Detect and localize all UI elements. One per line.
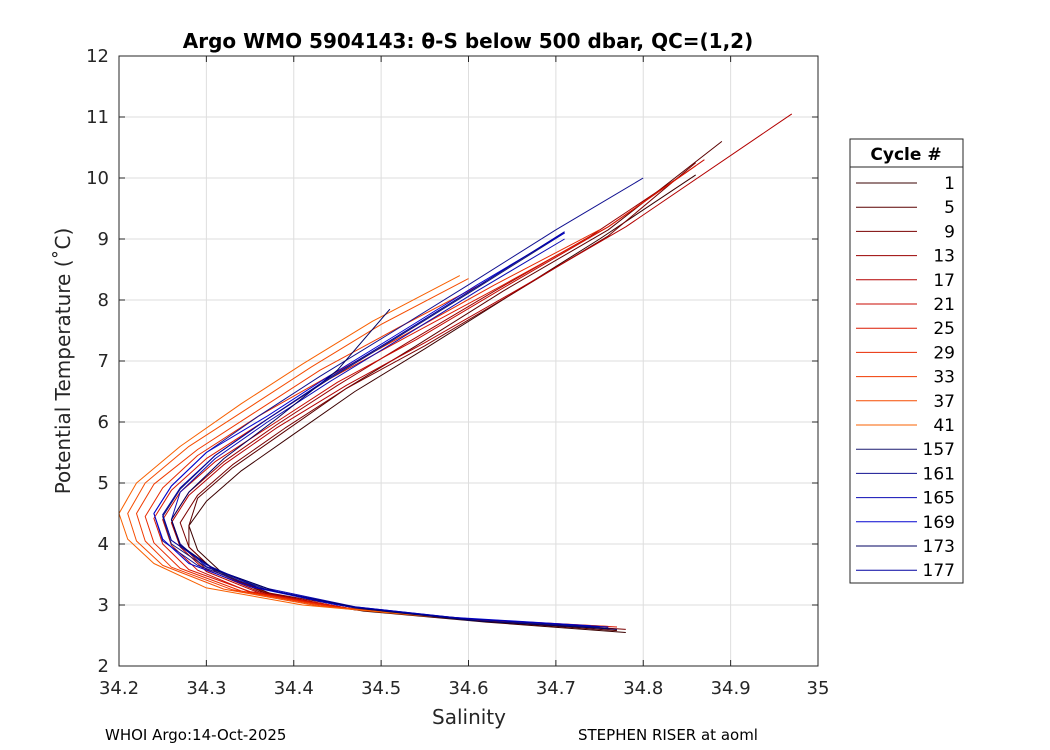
legend-entry-label: 37: [933, 392, 955, 412]
y-axis-label: Potential Temperature (˚C): [51, 228, 75, 495]
y-tick-label: 5: [98, 473, 109, 494]
x-tick-label: 34.5: [361, 678, 401, 699]
legend-entry-label: 41: [933, 416, 955, 436]
legend-entry-label: 33: [933, 368, 955, 388]
legend-entry-label: 173: [923, 537, 955, 557]
series-line-cycle-173: [170, 308, 618, 630]
y-tick-label: 4: [98, 534, 109, 555]
x-axis-ticks: 34.2 34.3 34.4 34.5 34.6 34.7 34.8 34.9 35: [99, 56, 829, 699]
y-tick-label: 11: [86, 107, 109, 128]
legend-entry-label: 9: [944, 222, 955, 242]
legend-entry-label: 177: [923, 561, 955, 581]
y-tick-label: 9: [98, 229, 109, 250]
x-axis-label: Salinity: [432, 705, 506, 729]
y-tick-label: 10: [86, 168, 109, 189]
legend-entry-label: 21: [933, 295, 955, 315]
legend-entry-label: 1: [944, 174, 955, 194]
legend: Cycle # 15913172125293337411571611651691…: [849, 138, 964, 584]
x-tick-label: 34.6: [448, 678, 488, 699]
legend-box: [849, 138, 964, 584]
legend-entry-label: 161: [923, 464, 955, 484]
x-tick-label: 34.3: [186, 678, 226, 699]
x-tick-label: 35: [807, 678, 830, 699]
series-line-cycle-25: [153, 165, 696, 628]
legend-entry-label: 17: [933, 271, 955, 291]
legend-title: Cycle #: [870, 145, 941, 165]
y-tick-label: 8: [98, 290, 109, 311]
legend-entry-label: 157: [923, 440, 955, 460]
series-layer: [118, 113, 793, 633]
y-tick-label: 7: [98, 351, 109, 372]
legend-entry-label: 29: [933, 343, 955, 363]
x-tick-label: 34.9: [711, 678, 751, 699]
y-tick-label: 6: [98, 412, 109, 433]
legend-entry-label: 25: [933, 319, 955, 339]
x-tick-label: 34.8: [623, 678, 663, 699]
x-tick-label: 34.4: [274, 678, 314, 699]
y-axis-ticks: 2 3 4 5 6 7 8 9 10 11 12: [86, 46, 818, 677]
legend-entries: 1 5 9 13 17 21 25 29 33 37 41 157 161 165 169 173 177: [856, 174, 955, 581]
y-tick-label: 3: [98, 595, 109, 616]
series-line-cycle-29: [144, 229, 609, 627]
series-line-cycle-177: [162, 231, 600, 628]
legend-entry-label: 165: [923, 489, 955, 509]
y-tick-label: 12: [86, 46, 109, 67]
legend-entry-label: 169: [923, 513, 955, 533]
footer-author-label: STEPHEN RISER at aoml: [578, 726, 758, 744]
x-tick-label: 34.2: [99, 678, 139, 699]
footer-date-label: WHOI Argo:14-Oct-2025: [105, 726, 286, 744]
chart-title: Argo WMO 5904143: θ-S below 500 dbar, QC…: [183, 29, 753, 53]
legend-entry-label: 13: [933, 247, 955, 267]
series-line-cycle-169: [153, 232, 591, 627]
grid-lines: [119, 56, 818, 666]
legend-entry-label: 5: [944, 198, 955, 218]
plot-area: 34.2 34.3 34.4 34.5 34.6 34.7 34.8 34.9 35 2 3 4 5 6…: [86, 46, 829, 699]
y-tick-label: 2: [98, 656, 109, 677]
x-tick-label: 34.7: [536, 678, 576, 699]
